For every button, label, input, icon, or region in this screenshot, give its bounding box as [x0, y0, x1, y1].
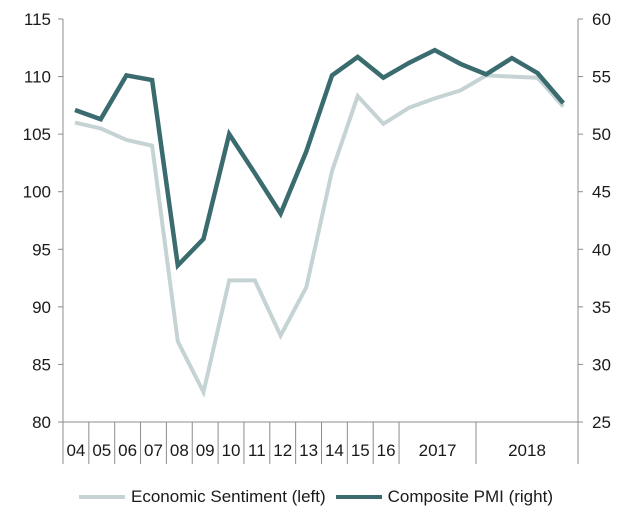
legend-label-economic-sentiment: Economic Sentiment (left): [131, 487, 326, 506]
x-tick-label: 2017: [419, 441, 457, 460]
right-tick-label: 60: [592, 10, 611, 29]
legend-swatch-economic-sentiment: [79, 495, 126, 499]
x-tick-label: 10: [222, 441, 241, 460]
x-tick-label: 12: [273, 441, 292, 460]
legend-item-economic-sentiment: Economic Sentiment (left): [79, 487, 326, 507]
right-tick-label: 40: [592, 240, 611, 259]
right-tick-label: 25: [592, 413, 611, 432]
left-tick-label: 95: [32, 240, 51, 259]
right-tick-label: 30: [592, 355, 611, 374]
legend-label-composite-pmi: Composite PMI (right): [387, 487, 553, 506]
legend-item-composite-pmi: Composite PMI (right): [335, 487, 553, 507]
x-tick-label: 05: [92, 441, 111, 460]
x-tick-label: 06: [118, 441, 137, 460]
x-tick-label: 15: [351, 441, 370, 460]
left-tick-label: 110: [24, 68, 51, 87]
left-tick-label: 85: [32, 355, 51, 374]
x-tick-label: 07: [144, 441, 163, 460]
series-line-composite-pmi: [74, 47, 566, 271]
chart-svg: 80 85 90 95 100 105 110 115 25 30 35 40 45 50 55 60 04 05…: [23, 10, 611, 464]
series-layer: [74, 47, 566, 398]
x-tick-label: 16: [377, 441, 396, 460]
series-line-economic-sentiment: [74, 73, 565, 398]
left-tick-label: 105: [23, 125, 51, 144]
x-tick-label: 14: [325, 441, 344, 460]
right-tick-label: 55: [592, 68, 611, 87]
right-tick-label: 50: [592, 125, 611, 144]
x-tick-label: 11: [248, 441, 266, 460]
left-tick-label: 90: [32, 298, 51, 317]
x-tick-label: 04: [66, 441, 85, 460]
x-tick-label: 09: [196, 441, 215, 460]
legend-swatch-composite-pmi: [335, 495, 382, 499]
legend: Economic Sentiment (left) Composite PMI …: [0, 482, 632, 512]
axes: 80 85 90 95 100 105 110 115 25 30 35 40 45 50 55 60 04 05…: [23, 10, 611, 464]
x-tick-label: 2018: [508, 441, 546, 460]
right-tick-label: 45: [592, 183, 611, 202]
x-tick-label: 08: [170, 441, 189, 460]
left-tick-label: 80: [32, 413, 51, 432]
right-tick-label: 35: [592, 298, 611, 317]
left-tick-label: 115: [24, 10, 51, 29]
left-tick-label: 100: [23, 183, 51, 202]
x-tick-label: 13: [299, 441, 318, 460]
